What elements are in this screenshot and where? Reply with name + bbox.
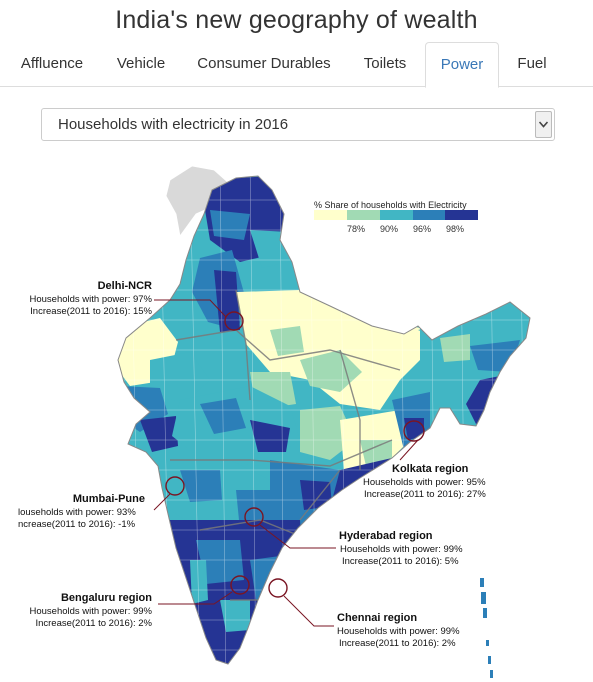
- legend-swatch-2: [347, 210, 380, 220]
- bengaluru-power: Households with power: 99%: [29, 606, 152, 617]
- mumbai-leader: [153, 493, 171, 511]
- kolkata-circle: [403, 420, 425, 442]
- legend-swatch-5: [445, 210, 478, 220]
- tab-fuel[interactable]: Fuel: [517, 55, 547, 72]
- kolkata-title: Kolkata region: [392, 463, 469, 475]
- chennai-power: Households with power: 99%: [337, 626, 460, 637]
- legend-swatch-1: [314, 210, 347, 220]
- mumbai-power: louseholds with power: 93%: [18, 507, 136, 518]
- andaman-islands: [480, 578, 493, 678]
- tab-power[interactable]: Power: [425, 42, 499, 88]
- kolkata-leader: [399, 439, 419, 461]
- indicator-select[interactable]: Households with electricity in 2016: [41, 108, 555, 141]
- hyderabad-increase: Increase(2011 to 2016): 5%: [342, 556, 459, 567]
- hyderabad-title: Hyderabad region: [339, 530, 433, 542]
- legend-swatch-3: [380, 210, 413, 220]
- chennai-leader: [283, 595, 334, 627]
- tab-affluence[interactable]: Affluence: [20, 55, 84, 72]
- delhi-leader: [154, 299, 227, 318]
- chennai-circle: [268, 578, 288, 598]
- delhi-title: Delhi-NCR: [97, 280, 152, 292]
- legend-tick: 90%: [379, 224, 398, 234]
- delhi-circle: [224, 311, 244, 331]
- tab-toilets[interactable]: Toilets: [363, 55, 407, 72]
- delhi-power: Households with power: 97%: [29, 294, 152, 305]
- tab-consumer-durables[interactable]: Consumer Durables: [197, 55, 331, 72]
- bengaluru-title: Bengaluru region: [60, 592, 152, 604]
- legend-title: % Share of households with Electricity: [314, 200, 467, 210]
- bengaluru-increase: Increase(2011 to 2016): 2%: [35, 618, 152, 629]
- kolkata-increase: Increase(2011 to 2016): 27%: [364, 489, 486, 500]
- legend-tick: 78%: [346, 224, 365, 234]
- tab-vehicle[interactable]: Vehicle: [116, 55, 166, 72]
- hyderabad-leader: [259, 524, 336, 549]
- hyderabad-circle: [244, 507, 264, 527]
- bengaluru-circle: [230, 575, 250, 595]
- delhi-increase: Increase(2011 to 2016): 15%: [30, 306, 152, 317]
- legend-swatch-4: [413, 210, 445, 220]
- page-title: India's new geography of wealth: [115, 6, 478, 34]
- legend-tick: 98%: [445, 224, 464, 234]
- mumbai-title: Mumbai-Pune: [72, 493, 145, 505]
- hyderabad-power: Households with power: 99%: [340, 544, 463, 555]
- chennai-title: Chennai region: [337, 612, 418, 624]
- chevron-down-icon[interactable]: [535, 111, 552, 138]
- bengaluru-leader: [158, 591, 233, 605]
- legend-tick: 96%: [412, 224, 431, 234]
- chennai-increase: Increase(2011 to 2016): 2%: [339, 638, 456, 649]
- mumbai-increase: ncrease(2011 to 2016): -1%: [18, 519, 136, 530]
- tab-bar: Affluence Vehicle Consumer Durables Toil…: [0, 42, 593, 88]
- kolkata-power: Households with power: 95%: [363, 477, 486, 488]
- mumbai-circle: [165, 476, 185, 496]
- select-value: Households with electricity in 2016: [58, 116, 289, 133]
- india-choropleth-map: [117, 165, 531, 678]
